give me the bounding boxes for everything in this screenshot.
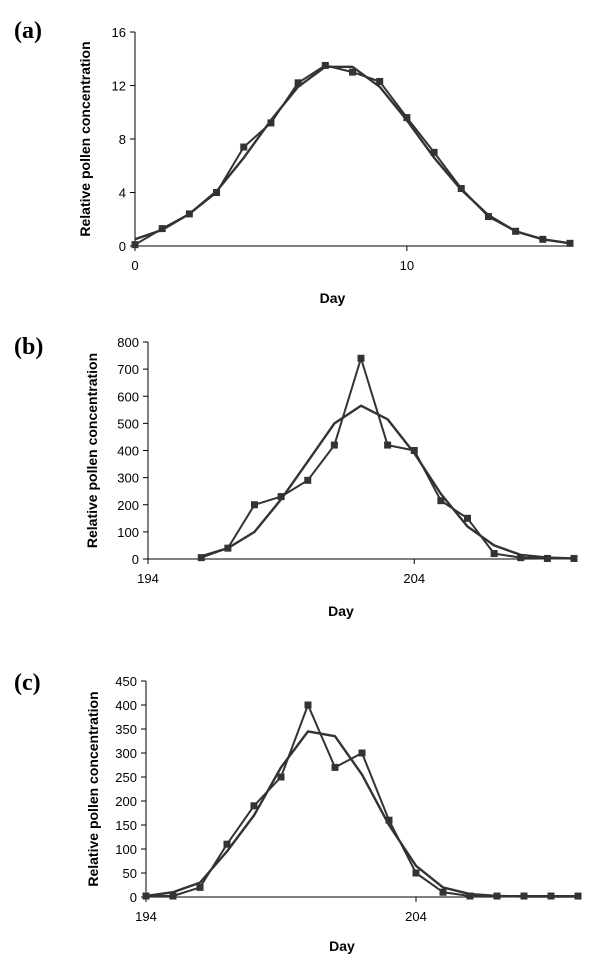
chart-b-data-point — [197, 554, 205, 562]
chart-a-x-tick-label: 0 — [131, 258, 138, 273]
chart-c-observed-line — [146, 704, 578, 897]
chart-b-data-point — [330, 441, 338, 449]
chart-c-y-axis-title: Relative pollen concentration — [85, 691, 101, 886]
chart-b-y-tick-label: 500 — [117, 416, 139, 431]
chart-c: (c) 0 50 100 150 200 250 300 350 400 450 194 204 Day R… — [14, 670, 582, 954]
chart-b-fitted-line — [200, 404, 575, 560]
chart-b-data-point — [357, 354, 365, 362]
chart-c-y-tick-label: 450 — [115, 674, 137, 689]
chart-b-data-point — [410, 447, 418, 454]
chart-a-fitted-line — [134, 65, 571, 245]
chart-c-data-point — [331, 763, 339, 771]
chart-c-data-point — [142, 892, 150, 900]
chart-c-data-point — [439, 888, 447, 896]
chart-a-y-axis-title: Relative pollen concentration — [77, 41, 93, 236]
chart-a-data-point — [349, 68, 356, 76]
chart-a-data-point — [566, 239, 574, 247]
chart-b-data-point — [304, 476, 312, 484]
chart-b-data-point — [251, 501, 258, 509]
chart-c-data-point — [169, 892, 177, 900]
chart-b-y-tick-label: 700 — [117, 362, 139, 377]
chart-a-data-point — [131, 241, 139, 249]
chart-a-observed-line — [134, 64, 571, 246]
chart-a-data-point — [240, 143, 248, 151]
chart-c-x-axis-title: Day — [329, 938, 355, 954]
chart-a: (a) 0 4 8 12 16 0 10 Day Relative pollen concentr… — [14, 18, 574, 306]
chart-c-x-tick-label: 204 — [405, 909, 427, 924]
chart-c-y-tick-label: 100 — [115, 842, 137, 857]
chart-b-data-point — [464, 514, 471, 522]
chart-c-data-point — [358, 749, 366, 757]
chart-a-x-axis-title: Day — [320, 290, 346, 306]
chart-b-y-tick-label: 400 — [117, 444, 139, 459]
chart-a-x-tick-label: 10 — [400, 258, 414, 273]
chart-b-x-tick-label: 204 — [403, 571, 425, 586]
chart-b-data-point — [437, 497, 445, 505]
chart-c-y-tick-label: 350 — [115, 722, 137, 737]
chart-c-y-tick-label: 200 — [115, 794, 137, 809]
chart-c-y-tick-label: 50 — [123, 866, 137, 881]
chart-a-y-tick-label: 8 — [119, 132, 126, 147]
chart-b-data-point — [277, 493, 285, 501]
chart-a-data-point — [321, 61, 329, 69]
chart-b-data-point — [517, 554, 525, 562]
chart-c-y-tick-label: 300 — [115, 746, 137, 761]
chart-a-data-point — [267, 119, 275, 127]
chart-c-data-point — [385, 816, 393, 824]
chart-c-data-point — [277, 773, 285, 781]
chart-b-y-axis-title: Relative pollen concentration — [84, 353, 100, 548]
chart-b: (b) 0 100 200 300 400 500 600 700 800 194 204 Day Rel… — [14, 334, 578, 619]
chart-b-data-point — [490, 550, 498, 558]
chart-c-data-point — [412, 869, 420, 877]
chart-c-data-point — [304, 701, 312, 709]
chart-b-y-tick-label: 800 — [117, 335, 139, 350]
chart-b-y-tick-label: 100 — [117, 525, 139, 540]
chart-c-data-point — [466, 892, 474, 900]
chart-a-y-tick-label: 16 — [112, 25, 126, 40]
chart-b-y-tick-label: 200 — [117, 498, 139, 513]
chart-c-y-tick-label: 150 — [115, 818, 137, 833]
chart-b-x-axis-title: Day — [328, 603, 354, 619]
chart-a-data-point — [430, 148, 438, 156]
chart-c-panel-label: (c) — [14, 670, 41, 696]
chart-c-x-tick-label: 194 — [135, 909, 157, 924]
chart-b-panel-label: (b) — [14, 334, 43, 360]
chart-b-y-tick-label: 0 — [132, 552, 139, 567]
chart-c-data-point — [223, 840, 231, 848]
chart-b-y-tick-label: 600 — [117, 389, 139, 404]
chart-a-y-tick-label: 0 — [119, 239, 126, 254]
chart-c-y-tick-label: 250 — [115, 770, 137, 785]
chart-b-data-point — [384, 441, 392, 449]
chart-a-panel-label: (a) — [14, 18, 42, 44]
chart-c-data-point — [196, 883, 204, 891]
chart-c-y-tick-label: 0 — [130, 890, 137, 905]
chart-b-y-tick-label: 300 — [117, 471, 139, 486]
chart-a-data-point — [294, 79, 302, 87]
chart-c-y-tick-label: 400 — [115, 698, 137, 713]
chart-c-data-point — [250, 802, 258, 810]
chart-a-y-tick-label: 12 — [112, 79, 126, 94]
chart-c-fitted-line — [145, 730, 578, 898]
chart-a-data-point — [376, 77, 384, 85]
chart-a-y-tick-label: 4 — [119, 186, 126, 201]
chart-b-x-tick-label: 194 — [137, 571, 159, 586]
chart-a-data-point — [403, 114, 411, 122]
